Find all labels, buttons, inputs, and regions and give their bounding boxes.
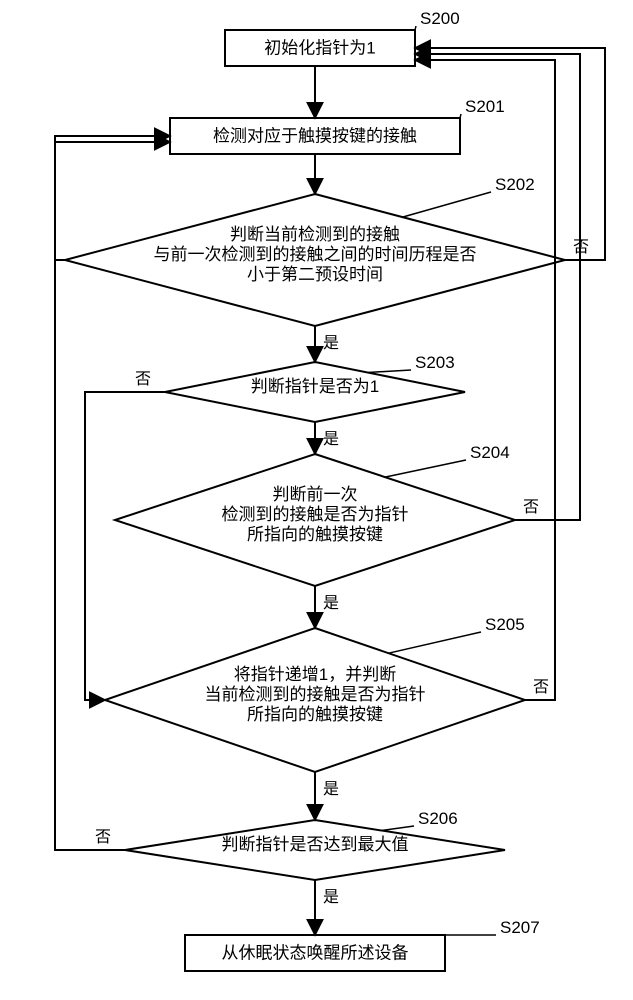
edge (55, 136, 170, 260)
step-label-s205: S205 (485, 615, 525, 634)
node-s206-text: 判断指针是否达到最大值 (222, 835, 409, 854)
branch-s203-yes: 是 (323, 431, 339, 448)
leader-s202 (403, 192, 492, 217)
step-label-s200: S200 (420, 9, 460, 28)
branch-s206-no: 否 (95, 829, 111, 846)
node-s203-text: 判断指针是否为1 (251, 377, 379, 396)
branch-s205-yes: 是 (323, 781, 339, 798)
leader-s206 (382, 826, 415, 831)
leader-s205 (389, 632, 482, 653)
edge (85, 392, 165, 700)
branch-s202-no: 否 (573, 239, 589, 256)
branch-s205-no: 否 (533, 679, 549, 696)
step-label-s201: S201 (465, 97, 505, 116)
leader-s201 (460, 114, 461, 118)
branch-s204-no: 否 (523, 499, 539, 516)
node-s202-text: 判断当前检测到的接触与前一次检测到的接触之间的时间历程是否小于第二预设时间 (154, 225, 477, 284)
step-label-s202: S202 (495, 175, 535, 194)
branch-s203-no: 否 (135, 371, 151, 388)
branch-s202-yes: 是 (323, 335, 339, 352)
node-s204-text: 判断前一次检测到的接触是否为指针所指向的触摸按键 (222, 485, 409, 544)
leader-s204 (385, 460, 466, 477)
node-s200-text: 初始化指针为1 (264, 39, 375, 58)
step-label-s204: S204 (470, 443, 510, 462)
step-label-s207: S207 (500, 918, 540, 937)
node-s201-text: 检测对应于触摸按键的接触 (213, 127, 417, 146)
node-s205-text: 将指针递增1，并判断当前检测到的接触是否为指针所指向的触摸按键 (205, 665, 426, 724)
leader-s203 (368, 370, 412, 373)
node-s207-text: 从休眠状态唤醒所述设备 (222, 944, 409, 963)
step-label-s203: S203 (415, 353, 455, 372)
branch-s206-yes: 是 (323, 889, 339, 906)
leader-s200 (415, 26, 416, 30)
edge (415, 60, 555, 700)
step-label-s206: S206 (418, 809, 458, 828)
branch-s204-yes: 是 (323, 595, 339, 612)
